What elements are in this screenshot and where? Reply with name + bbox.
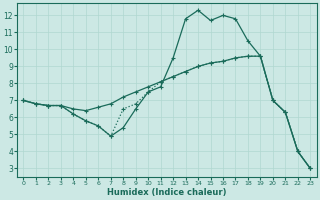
X-axis label: Humidex (Indice chaleur): Humidex (Indice chaleur): [107, 188, 227, 197]
